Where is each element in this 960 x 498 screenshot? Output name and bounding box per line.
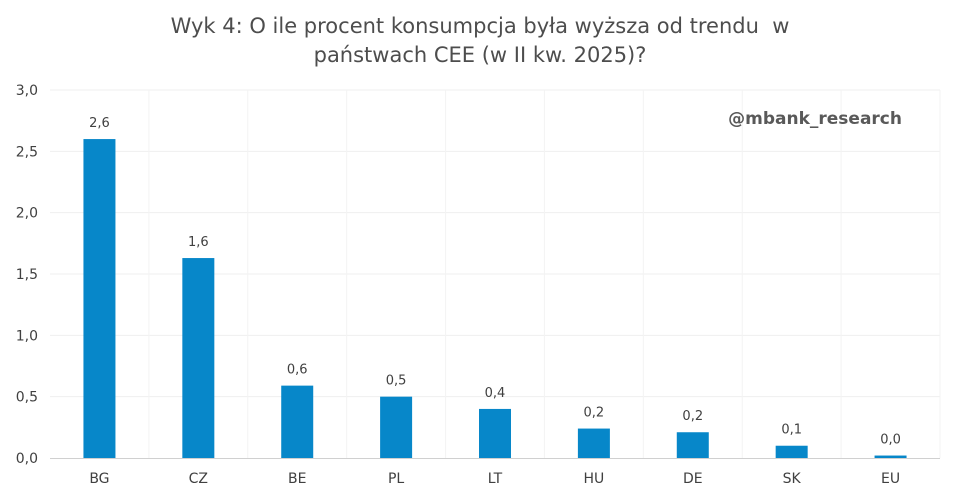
chart-title: Wyk 4: O ile procent konsumpcja była wyż… [0,12,960,70]
data-label: 1,6 [188,235,209,250]
y-tick-label: 3,0 [16,83,38,99]
data-label: 0,1 [781,423,802,438]
y-tick-label: 0,5 [16,390,38,406]
data-label: 0,2 [682,409,703,424]
x-tick-label: LT [488,471,503,487]
bar [380,396,413,458]
bar [182,258,215,458]
bar [775,445,808,458]
y-tick-label: 0,0 [16,451,38,467]
y-axis: 0,0 0,5 1,0 1,5 2,0 2,5 3,0 [16,83,38,467]
data-label: 0,6 [287,363,308,378]
y-tick-label: 1,0 [16,328,38,344]
x-tick-label: BG [89,471,109,487]
data-label: 0,2 [584,406,605,421]
x-tick-label: HU [583,471,604,487]
x-axis: BG CZ BE PL LT HU DE SK EU [50,458,940,487]
x-tick-label: PL [388,471,404,487]
y-tick-label: 2,0 [16,206,38,222]
bars [83,139,907,459]
data-label: 0,0 [880,433,901,448]
watermark: @mbank_research [728,109,902,129]
bar [479,408,511,458]
chart-title-line-2: państwach CEE (w II kw. 2025)? [313,43,647,67]
bar [676,432,709,458]
bar [281,385,314,458]
x-tick-label: CZ [189,471,208,487]
bar [577,428,610,458]
data-labels: 2,6 1,6 0,6 0,5 0,4 0,2 0,2 0,1 0,0 [89,116,901,447]
data-label: 0,4 [485,386,506,401]
bar [874,455,907,458]
data-label: 0,5 [386,374,407,389]
chart-title-line-1: Wyk 4: O ile procent konsumpcja była wyż… [170,14,790,38]
y-tick-label: 1,5 [16,267,38,283]
x-tick-label: SK [783,471,802,487]
y-tick-label: 2,5 [16,144,38,160]
data-label: 2,6 [89,116,110,131]
bar [83,139,116,459]
x-tick-label: EU [881,471,900,487]
x-tick-label: DE [683,471,703,487]
x-tick-label: BE [288,471,306,487]
